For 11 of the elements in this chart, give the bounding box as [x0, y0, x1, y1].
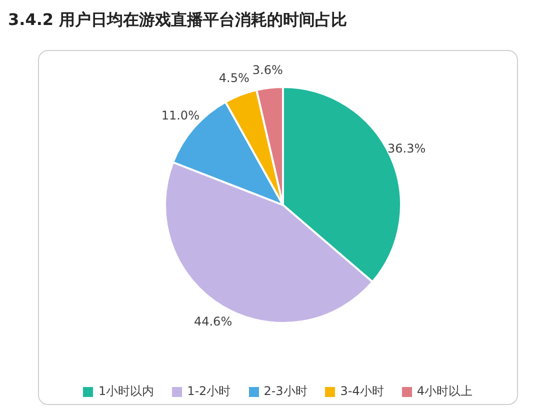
data-label: 36.3%	[388, 141, 426, 156]
legend-label: 2-3小时	[264, 383, 308, 400]
legend-label: 4小时以上	[416, 383, 473, 400]
data-label: 3.6%	[252, 62, 283, 77]
chart-title: 3.4.2 用户日均在游戏直播平台消耗的时间占比	[8, 10, 348, 31]
legend-label: 1-2小时	[187, 383, 231, 400]
legend-label: 1小时以内	[98, 383, 154, 400]
legend-label: 3-4小时	[340, 383, 384, 400]
data-label: 44.6%	[194, 314, 232, 329]
data-label: 11.0%	[161, 108, 200, 123]
data-label: 4.5%	[218, 71, 250, 86]
